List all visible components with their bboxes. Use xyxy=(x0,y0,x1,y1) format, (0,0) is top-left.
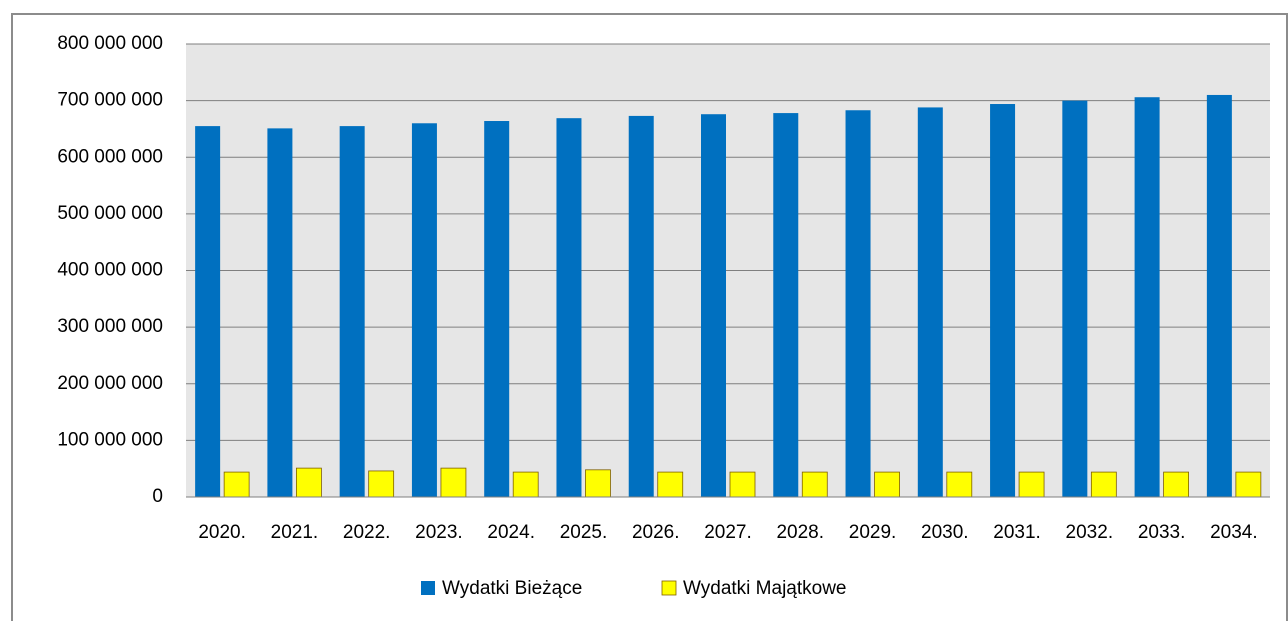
y-tick-label: 800 000 000 xyxy=(57,33,163,54)
bar xyxy=(411,123,437,498)
x-tick-label: 2032. xyxy=(1066,522,1114,543)
y-tick-label: 200 000 000 xyxy=(57,373,163,394)
bar xyxy=(1062,100,1088,497)
bar xyxy=(729,471,756,498)
bar xyxy=(1090,471,1117,498)
x-tick-label: 2022. xyxy=(343,522,391,543)
bar xyxy=(773,113,799,498)
bar xyxy=(1018,471,1045,498)
bar xyxy=(1163,471,1189,498)
x-tick-label: 2020. xyxy=(198,522,246,543)
x-tick-label: 2027. xyxy=(704,522,752,543)
bar xyxy=(845,110,871,497)
y-tick-label: 500 000 000 xyxy=(57,203,163,224)
bar xyxy=(368,470,395,498)
x-tick-label: 2021. xyxy=(271,522,319,543)
y-tick-label: 400 000 000 xyxy=(57,260,163,281)
bar xyxy=(267,128,293,497)
bar xyxy=(295,467,322,498)
bar xyxy=(1206,94,1232,498)
bar xyxy=(946,471,973,498)
bar xyxy=(628,115,654,497)
x-tick-label: 2031. xyxy=(993,522,1041,543)
x-tick-label: 2026. xyxy=(632,522,680,543)
y-tick-label: 600 000 000 xyxy=(57,146,163,167)
y-tick-label: 0 xyxy=(152,486,163,507)
legend-swatch xyxy=(661,580,677,596)
y-tick-label: 700 000 000 xyxy=(57,90,163,111)
y-tick-label: 100 000 000 xyxy=(57,429,163,450)
y-tick-label: 300 000 000 xyxy=(57,316,163,337)
bar xyxy=(990,104,1016,498)
x-tick-label: 2030. xyxy=(921,522,969,543)
bar xyxy=(440,467,467,498)
x-tick-label: 2024. xyxy=(487,522,535,543)
legend-label: Wydatki Bieżące xyxy=(442,578,582,599)
bar xyxy=(484,121,510,497)
bar xyxy=(195,126,221,497)
bar xyxy=(1235,471,1262,498)
x-tick-label: 2025. xyxy=(560,522,608,543)
legend-swatch xyxy=(421,581,435,595)
bar xyxy=(585,469,611,498)
bar xyxy=(801,471,828,498)
bar xyxy=(701,114,726,497)
x-tick-label: 2033. xyxy=(1138,522,1186,543)
bar xyxy=(1134,97,1160,497)
bar xyxy=(223,471,250,498)
bar xyxy=(339,126,365,497)
bar xyxy=(556,118,582,498)
x-tick-label: 2034. xyxy=(1210,522,1258,543)
bar xyxy=(917,107,943,498)
x-tick-label: 2028. xyxy=(776,522,824,543)
x-tick-label: 2029. xyxy=(849,522,897,543)
legend-label: Wydatki Majątkowe xyxy=(683,578,847,599)
bar xyxy=(657,471,684,498)
bar xyxy=(512,471,539,498)
x-tick-label: 2023. xyxy=(415,522,463,543)
bar xyxy=(874,471,900,498)
